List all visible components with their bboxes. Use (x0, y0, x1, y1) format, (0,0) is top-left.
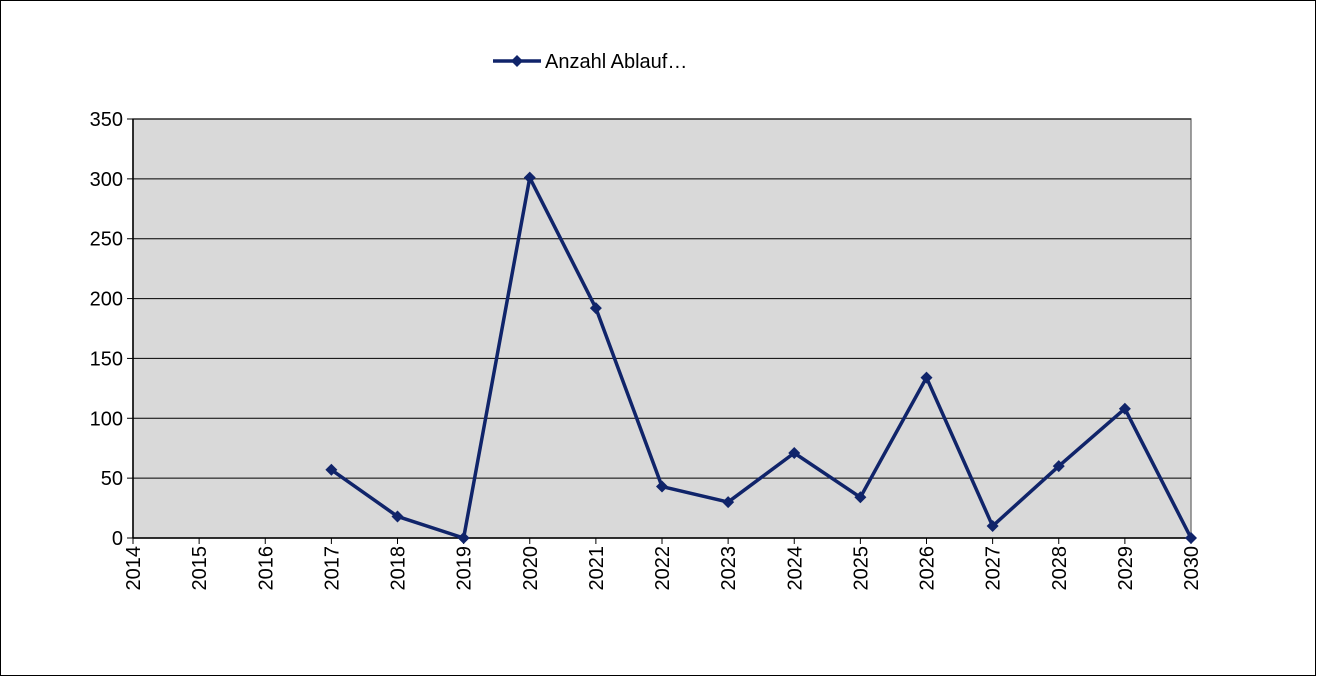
x-tick-label: 2029 (1115, 546, 1137, 591)
marker (1185, 532, 1197, 544)
y-tick-label: 200 (90, 289, 123, 311)
marker (788, 447, 801, 460)
y-tick-label: 250 (90, 229, 123, 251)
marker (656, 480, 668, 493)
marker (1052, 460, 1065, 473)
y-tick-label: 50 (101, 468, 123, 490)
y-tick-label: 100 (90, 408, 123, 430)
y-tick-label: 300 (90, 169, 123, 191)
x-tick-label: 2028 (1049, 546, 1071, 591)
marker (457, 532, 470, 544)
y-tick-label: 150 (90, 348, 123, 370)
x-tick-label: 2023 (718, 546, 740, 591)
x-tick-label: 2021 (586, 546, 608, 591)
x-tick-label: 2015 (189, 546, 211, 591)
marker (325, 463, 338, 476)
legend-label: Anzahl Ablauf… (545, 51, 687, 73)
x-tick-label: 2030 (1181, 546, 1203, 591)
plot-area (132, 118, 1192, 539)
series-line (330, 175, 1193, 540)
x-tick-label: 2022 (652, 546, 674, 591)
x-tick-label: 2014 (123, 546, 145, 591)
marker (722, 496, 735, 509)
x-tick-label: 2018 (388, 546, 410, 591)
x-tick-label: 2017 (321, 546, 343, 591)
marker (523, 171, 536, 184)
x-tick-label: 2020 (520, 546, 542, 591)
marker (589, 302, 602, 315)
y-tick-label: 0 (112, 528, 123, 550)
marker (854, 491, 867, 504)
legend-marker (511, 55, 523, 67)
marker (986, 520, 999, 533)
x-tick-label: 2027 (983, 546, 1005, 591)
marker (1118, 402, 1131, 415)
y-tick-label: 350 (90, 109, 123, 131)
x-tick-label: 2019 (454, 546, 476, 591)
marker (920, 371, 933, 384)
x-tick-label: 2025 (850, 546, 872, 591)
x-tick-label: 2024 (784, 546, 806, 591)
x-tick-label: 2026 (917, 546, 939, 591)
marker (391, 510, 404, 523)
x-tick-label: 2016 (255, 546, 277, 591)
